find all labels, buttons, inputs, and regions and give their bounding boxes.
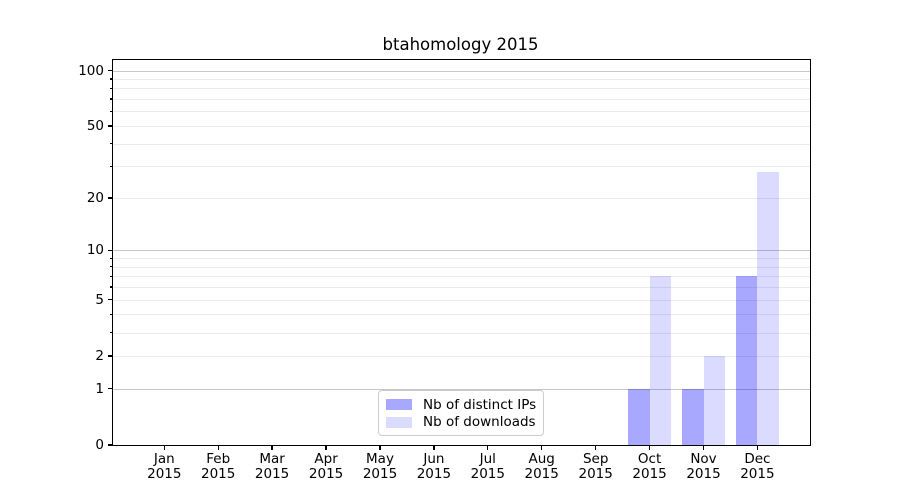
gridline-major-100: [113, 70, 810, 72]
x-tick-label-dec: Dec 2015: [740, 451, 775, 482]
gridline-minor-2: [113, 355, 810, 357]
gridline-minor-60: [113, 111, 810, 113]
gridline-minor-5: [113, 299, 810, 301]
x-tick-label-apr: Apr 2015: [308, 451, 344, 482]
bar-nb-of-downloads-dec-2015: [757, 171, 779, 445]
legend-item-distinct-ips: Nb of distinct IPs: [386, 396, 537, 414]
y-tick-label-1: 1: [95, 380, 104, 397]
gridline-minor-6: [113, 287, 810, 289]
x-tick-jan: [163, 446, 165, 450]
y-minortick-9: [110, 257, 112, 259]
y-minortick-6: [110, 286, 112, 288]
y-tick-0: [108, 444, 112, 446]
y-tick-label-100: 100: [78, 62, 104, 79]
bar-nb-of-distinct-ips-dec-2015: [735, 276, 758, 445]
legend-swatch-downloads: [386, 416, 412, 428]
y-tick-label-10: 10: [86, 242, 104, 259]
y-tick-1: [108, 388, 112, 390]
gridline-minor-70: [113, 99, 810, 101]
gridline-minor-30: [113, 166, 810, 168]
x-tick-mar: [271, 446, 273, 450]
legend-label-downloads: Nb of downloads: [423, 414, 536, 431]
legend: Nb of distinct IPs Nb of downloads: [378, 390, 544, 436]
y-tick-50: [108, 125, 112, 127]
gridline-minor-9: [113, 258, 810, 260]
y-minortick-8: [110, 266, 112, 268]
x-tick-label-jun: Jun 2015: [416, 451, 452, 482]
y-tick-label-50: 50: [86, 118, 104, 134]
y-minortick-60: [110, 110, 112, 113]
x-tick-apr: [325, 446, 327, 450]
x-tick-nov: [702, 446, 705, 450]
y-minortick-40: [110, 143, 112, 145]
gridline-minor-80: [113, 88, 810, 90]
x-tick-jul: [487, 446, 489, 450]
y-minortick-70: [110, 98, 112, 100]
y-tick-label-5: 5: [95, 291, 104, 308]
x-tick-feb: [217, 446, 219, 450]
y-minortick-30: [110, 165, 112, 168]
gridline-minor-90: [113, 79, 810, 80]
x-tick-label-oct: Oct 2015: [632, 451, 667, 482]
y-tick-2: [108, 355, 112, 357]
y-minortick-7: [110, 275, 112, 277]
x-tick-aug: [541, 446, 543, 450]
gridline-minor-40: [113, 143, 810, 145]
y-tick-20: [108, 197, 112, 199]
y-minortick-3: [110, 331, 112, 334]
gridline-minor-8: [113, 266, 810, 268]
gridline-minor-20: [113, 198, 810, 199]
y-tick-100: [108, 69, 112, 72]
legend-swatch-distinct-ips: [386, 399, 412, 411]
gridline-major-10: [113, 250, 810, 252]
y-tick-10: [108, 249, 112, 252]
gridline-minor-3: [113, 332, 810, 334]
chart-title: btahomology 2015: [382, 35, 539, 54]
gridline-minor-4: [113, 314, 810, 316]
gridline-minor-50: [113, 126, 810, 127]
x-tick-label-feb: Feb 2015: [201, 451, 236, 482]
y-tick-label-20: 20: [86, 190, 104, 206]
x-tick-label-jan: Jan 2015: [147, 451, 182, 482]
bar-nb-of-distinct-ips-oct-2015: [628, 388, 650, 445]
x-tick-sep: [595, 446, 597, 450]
y-tick-label-2: 2: [95, 347, 104, 364]
y-minortick-90: [110, 78, 112, 80]
legend-item-downloads: Nb of downloads: [386, 414, 536, 432]
x-tick-label-aug: Aug 2015: [524, 451, 559, 482]
y-tick-label-0: 0: [95, 437, 104, 453]
x-tick-label-nov: Nov 2015: [686, 451, 721, 482]
x-tick-label-sep: Sep 2015: [578, 451, 613, 482]
bar-nb-of-downloads-nov-2015: [703, 355, 725, 445]
bar-nb-of-downloads-oct-2015: [649, 276, 672, 445]
bar-nb-of-distinct-ips-nov-2015: [682, 388, 704, 445]
x-tick-label-mar: Mar 2015: [254, 451, 290, 482]
x-tick-oct: [648, 446, 651, 450]
legend-label-distinct-ips: Nb of distinct IPs: [423, 396, 537, 413]
y-minortick-80: [110, 87, 112, 90]
y-minortick-4: [110, 313, 112, 316]
gridline-major-1: [113, 388, 810, 390]
x-tick-may: [379, 446, 381, 450]
gridline-minor-7: [113, 276, 810, 278]
x-tick-dec: [756, 446, 759, 450]
x-tick-jun: [433, 446, 435, 450]
x-tick-label-jul: Jul 2015: [470, 451, 505, 482]
y-tick-5: [108, 298, 112, 301]
x-tick-label-may: May 2015: [362, 451, 398, 482]
plot-area: [112, 59, 811, 446]
